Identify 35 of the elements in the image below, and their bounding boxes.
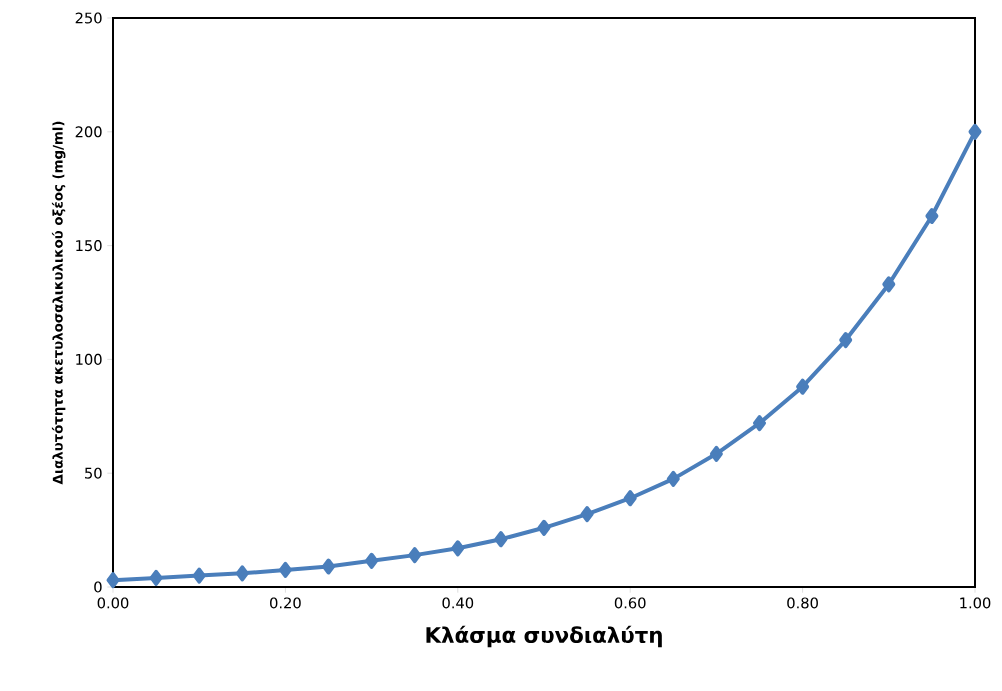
y-tick-label: 200 (75, 126, 102, 138)
x-tick-label: 0.60 (614, 597, 646, 609)
point (580, 506, 594, 523)
point (149, 569, 163, 586)
point (322, 558, 336, 575)
x-tick-label: 1.00 (960, 597, 991, 609)
point (753, 415, 767, 432)
point (537, 519, 551, 536)
point (106, 572, 120, 589)
y-axis-title: Διαλυτότητα ακετυλοσαλικυλικού οξέος (mg/ml) (51, 121, 66, 485)
point (623, 490, 637, 507)
point (235, 565, 249, 582)
x-tick-label: 0.40 (442, 597, 474, 609)
point (451, 540, 465, 557)
point (925, 208, 939, 224)
point (882, 276, 896, 293)
point (796, 378, 810, 395)
y-tick-label: 150 (76, 240, 102, 252)
y-tick-label: 50 (85, 467, 102, 479)
x-tick-label: 0.80 (787, 597, 818, 609)
point (365, 552, 379, 569)
y-tick-label: 0 (94, 581, 102, 593)
point (278, 561, 292, 578)
y-tick-label: 250 (75, 12, 102, 24)
point (192, 567, 206, 584)
x-tick-label: 0.00 (97, 597, 129, 609)
point (666, 470, 680, 487)
point (968, 123, 982, 140)
point (839, 332, 853, 349)
x-tick-label: 0.20 (270, 597, 301, 609)
point (709, 445, 723, 462)
point (408, 547, 422, 564)
point (494, 531, 508, 548)
x-axis-title: Κλάσμα συνδιαλύτη (426, 625, 662, 648)
y-tick-label: 100 (76, 353, 102, 365)
